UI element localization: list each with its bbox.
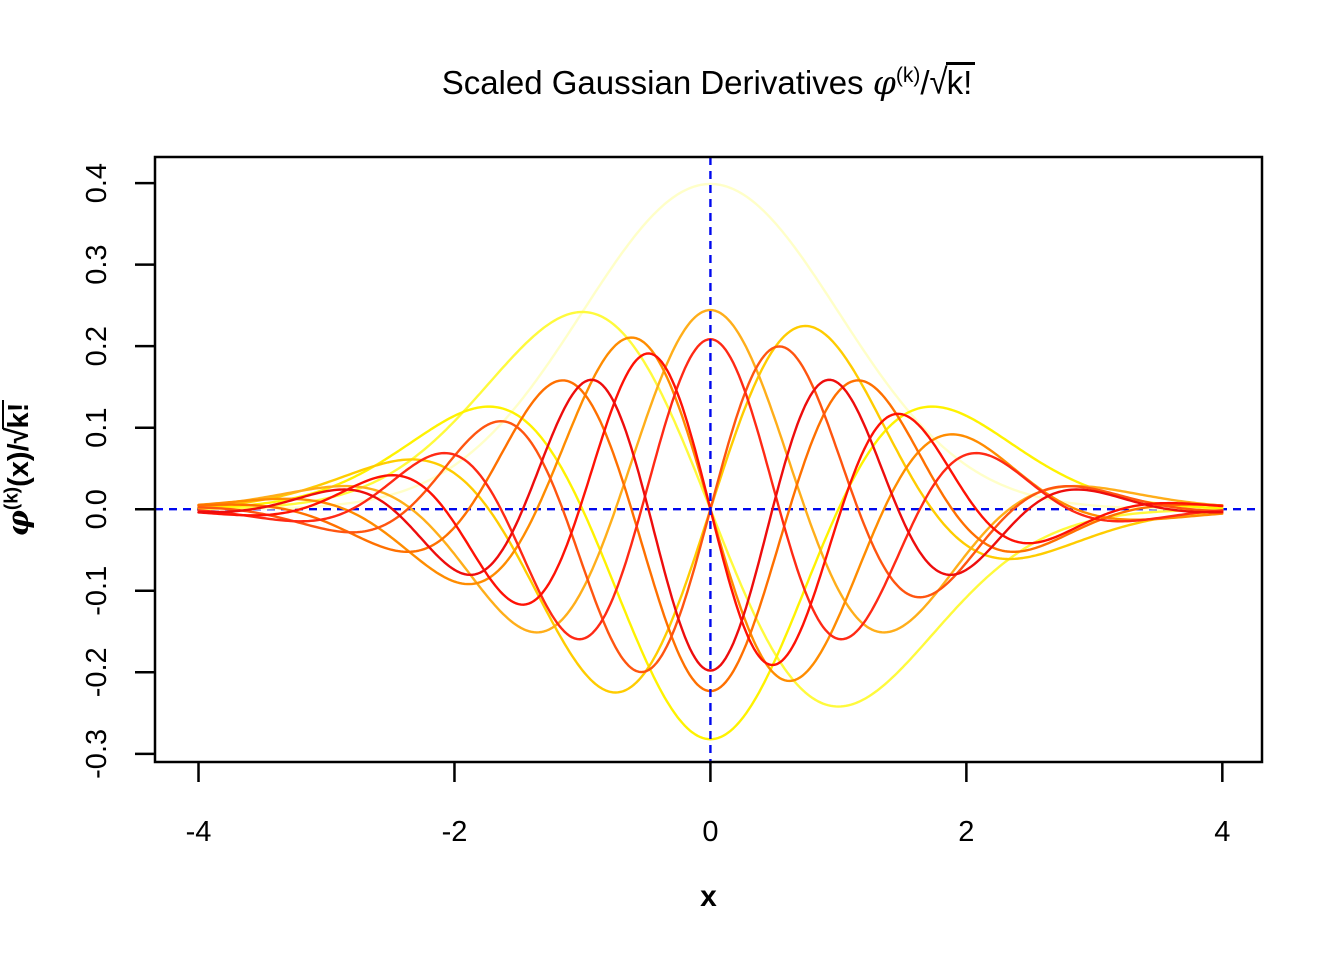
curve-k2 bbox=[197, 405, 1224, 741]
divide-sign: / bbox=[3, 443, 35, 452]
derivative-order-superscript: (k) bbox=[1, 486, 23, 511]
x-tick-label: -4 bbox=[186, 816, 212, 848]
function-argument: (x) bbox=[3, 451, 35, 487]
title-text: Scaled Gaussian Derivatives bbox=[441, 64, 873, 101]
y-tick-label: -0.1 bbox=[81, 566, 113, 616]
chart-title: Scaled Gaussian Derivatives φ(k)/√k! bbox=[155, 60, 1262, 102]
radical-sign: √ bbox=[0, 427, 35, 444]
y-tick-label: 0.3 bbox=[81, 244, 113, 284]
radicand: k! bbox=[2, 399, 35, 430]
y-axis-title: φ(k)(x)/√k! bbox=[0, 333, 45, 603]
radical-sign: √ bbox=[929, 60, 948, 101]
phi-symbol: φ bbox=[1, 510, 35, 537]
curve-k10 bbox=[197, 378, 1224, 672]
x-axis-title: x bbox=[700, 880, 717, 913]
y-tick-label: 0.1 bbox=[81, 408, 113, 448]
y-tick-label: -0.2 bbox=[81, 647, 113, 697]
x-tick-label: 2 bbox=[958, 816, 974, 848]
radicand: k! bbox=[945, 62, 976, 100]
y-tick-label: 0.0 bbox=[81, 489, 113, 529]
derivative-order-superscript: (k) bbox=[895, 64, 921, 87]
x-tick-label: 0 bbox=[702, 816, 718, 848]
y-tick-label: -0.3 bbox=[81, 729, 113, 779]
phi-symbol: φ bbox=[872, 63, 896, 102]
y-tick-label: 0.2 bbox=[81, 326, 113, 366]
divide-sign: / bbox=[920, 64, 930, 101]
plot-box bbox=[153, 155, 1264, 764]
y-tick-label: 0.4 bbox=[81, 163, 113, 203]
x-tick-label: -2 bbox=[442, 816, 468, 848]
x-tick-label: 4 bbox=[1214, 816, 1230, 848]
